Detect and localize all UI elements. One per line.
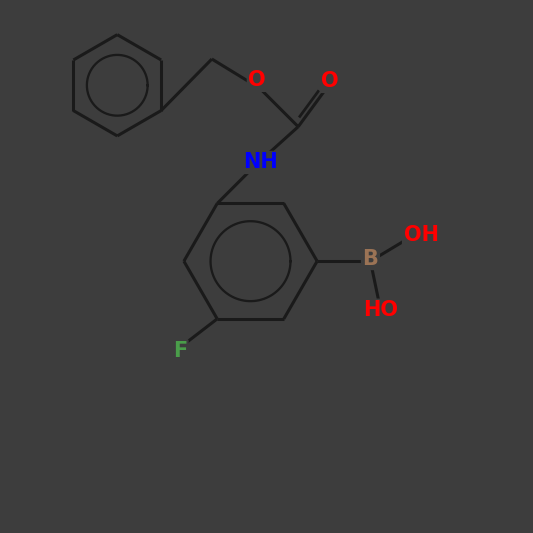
Text: HO: HO (364, 300, 399, 320)
Text: O: O (248, 70, 266, 91)
Text: O: O (321, 71, 339, 92)
Text: B: B (362, 248, 378, 269)
Text: OH: OH (403, 224, 439, 245)
Text: F: F (173, 341, 187, 361)
Text: NH: NH (244, 152, 278, 173)
